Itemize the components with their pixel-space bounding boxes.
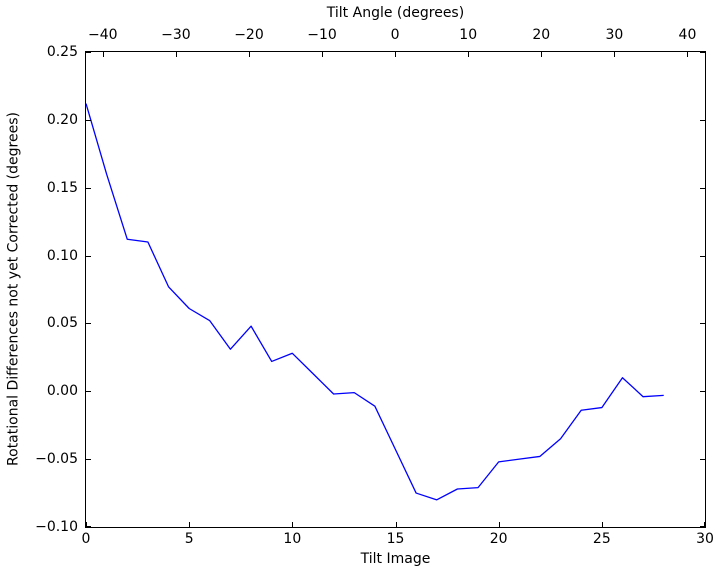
left-y-tick (86, 526, 91, 527)
bottom-x-tick-label: 25 (592, 531, 611, 547)
top-x-tick (248, 52, 250, 57)
top-x-tick-label: 0 (390, 27, 400, 43)
right-y-tick (700, 119, 705, 121)
top-x-tick (468, 52, 470, 57)
top-x-tick (102, 52, 104, 57)
bottom-x-tick-label: 20 (489, 531, 508, 547)
right-y-tick (700, 323, 705, 325)
y-tick-label: −0.05 (35, 451, 78, 468)
left-y-tick (86, 187, 91, 189)
top-x-tick-label: 30 (605, 27, 624, 43)
left-y-tick (86, 119, 91, 121)
top-x-tick-label: 10 (459, 27, 478, 43)
right-y-tick (700, 187, 705, 189)
data-line-plot (86, 103, 664, 501)
top-x-tick-label: −40 (88, 27, 118, 43)
top-x-tick (175, 52, 177, 57)
top-x-tick (322, 52, 324, 57)
y-tick-label: 0.10 (46, 247, 78, 264)
y-tick-label: 0.25 (46, 44, 78, 60)
top-x-tick-label: −30 (161, 27, 191, 43)
right-y-tick (700, 459, 705, 461)
left-y-tick (86, 459, 91, 461)
data-line (86, 103, 664, 501)
left-y-tick (86, 52, 91, 53)
y-tick-label: 0.15 (46, 179, 78, 196)
bottom-x-tick (292, 522, 294, 527)
bottom-x-tick-label: 30 (696, 531, 714, 547)
bottom-x-tick-label: 5 (184, 531, 194, 547)
left-y-tick (86, 323, 91, 325)
top-x-tick-label: 20 (532, 27, 551, 43)
y-axis-title: Rotational Differences not yet Corrected… (5, 112, 22, 466)
top-axis-title: Tilt Angle (degrees) (326, 5, 465, 21)
top-x-tick-label: 40 (678, 27, 697, 43)
bottom-x-tick-label: 10 (283, 531, 302, 547)
right-y-tick (700, 391, 705, 393)
top-x-tick-label: −10 (307, 27, 337, 43)
y-tick-label: 0.05 (46, 315, 78, 332)
y-tick-label: −0.10 (35, 519, 78, 535)
bottom-x-tick-label: 0 (81, 531, 91, 547)
right-y-tick (700, 255, 705, 257)
right-y-tick (700, 526, 705, 527)
right-y-tick (700, 52, 705, 53)
top-x-tick (687, 52, 689, 57)
bottom-x-tick (86, 522, 87, 527)
bottom-x-tick-label: 15 (386, 531, 405, 547)
left-y-tick (86, 391, 91, 393)
bottom-axis-title: Tilt Image (360, 551, 431, 567)
top-x-tick (395, 52, 397, 57)
left-y-tick (86, 255, 91, 257)
plot-area (85, 51, 706, 528)
top-x-tick (541, 52, 543, 57)
bottom-x-tick (498, 522, 500, 527)
bottom-x-tick (704, 522, 705, 527)
top-x-tick (614, 52, 616, 57)
bottom-x-tick (601, 522, 603, 527)
bottom-x-tick (189, 522, 191, 527)
top-x-tick-label: −20 (234, 27, 264, 43)
bottom-x-tick (395, 522, 397, 527)
y-tick-label: 0.00 (46, 383, 78, 400)
y-tick-label: 0.20 (46, 111, 78, 128)
